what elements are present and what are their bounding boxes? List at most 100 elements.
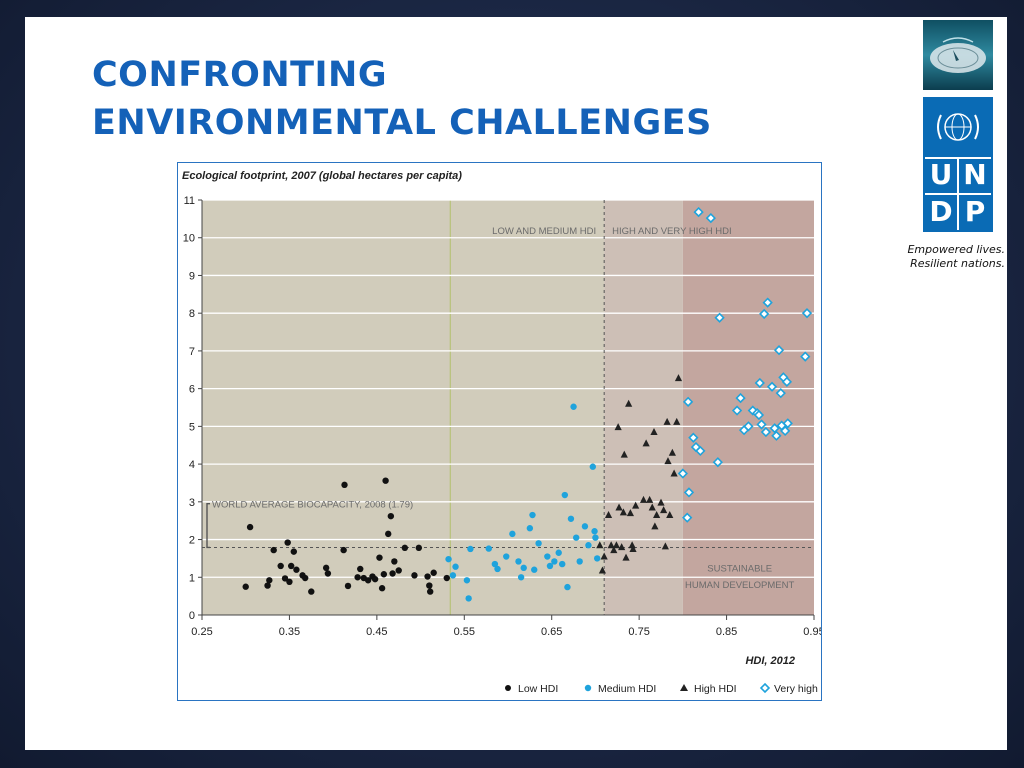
data-point-very-high-hdi	[781, 376, 793, 387]
data-point-high-hdi	[614, 423, 622, 431]
data-point-very-high-hdi	[731, 405, 743, 416]
data-point-medium-hdi	[551, 558, 558, 565]
data-point-high-hdi	[615, 503, 623, 511]
data-point-medium-hdi	[515, 558, 522, 565]
data-point-high-hdi	[607, 541, 615, 549]
data-point-medium-hdi	[529, 511, 536, 519]
data-point-low-hdi	[443, 574, 450, 582]
data-point-low-hdi	[308, 588, 315, 595]
data-point-very-high-hdi	[705, 212, 716, 224]
data-point-medium-hdi	[559, 560, 566, 568]
y-axis-title: Ecological footprint, 2007 (global hecta…	[182, 170, 462, 182]
legend-marker-medium-hdi	[584, 684, 592, 692]
data-point-low-hdi	[293, 566, 300, 573]
data-point-very-high-hdi	[683, 487, 695, 498]
zone-band	[450, 200, 605, 615]
data-point-low-hdi	[426, 588, 434, 595]
data-point-high-hdi	[670, 469, 678, 477]
data-point-high-hdi	[619, 508, 628, 516]
data-point-very-high-hdi	[688, 432, 699, 443]
y-tick-label: 3	[189, 497, 195, 509]
data-point-very-high-hdi	[762, 297, 773, 308]
data-point-medium-hdi	[581, 523, 589, 530]
data-point-very-high-hdi	[773, 345, 785, 356]
un-emblem-icon	[937, 113, 979, 141]
legend-marker-high-hdi	[680, 684, 688, 691]
y-tick-label: 7	[189, 346, 195, 358]
data-point-low-hdi	[322, 564, 330, 572]
data-point-very-high-hdi	[712, 457, 723, 468]
y-tick-label: 5	[189, 421, 195, 433]
data-point-high-hdi	[650, 428, 658, 436]
logo-grid-lines	[925, 157, 991, 230]
legend: Low HDI Medium HDI High HDI Very high HD…	[505, 682, 821, 695]
y-tick-label: 2	[189, 535, 195, 547]
data-point-medium-hdi	[561, 491, 569, 499]
data-point-medium-hdi	[467, 545, 474, 553]
annotations-layer: Ecological footprint, 2007 (global hecta…	[182, 170, 795, 667]
data-point-medium-hdi	[591, 528, 598, 535]
data-point-low-hdi	[371, 575, 379, 583]
data-point-high-hdi	[664, 457, 672, 465]
data-point-high-hdi	[653, 511, 661, 519]
data-point-low-hdi	[424, 573, 431, 580]
data-point-low-hdi	[395, 567, 402, 574]
data-point-very-high-hdi	[756, 419, 767, 430]
data-point-medium-hdi	[593, 555, 601, 562]
data-point-high-hdi	[612, 541, 621, 549]
tagline-line1: Empowered lives.	[907, 243, 1005, 256]
data-point-very-high-hdi	[682, 512, 693, 523]
data-point-high-hdi	[610, 546, 618, 554]
data-point-medium-hdi	[570, 403, 577, 410]
data-point-low-hdi	[270, 546, 277, 554]
points-layer	[242, 206, 813, 602]
data-point-high-hdi	[642, 439, 650, 447]
y-tick-label: 9	[189, 270, 195, 282]
data-point-low-hdi	[246, 523, 254, 531]
slide-title-line2: ENVIRONMENTAL CHALLENGES	[92, 103, 712, 143]
zone-band	[682, 200, 814, 615]
slide-title-line1: CONFRONTING	[92, 55, 388, 95]
data-point-high-hdi	[629, 544, 637, 552]
data-point-medium-hdi	[589, 463, 597, 470]
legend-label-low-hdi: Low HDI	[518, 683, 558, 695]
data-point-low-hdi	[301, 574, 309, 582]
data-point-very-high-hdi	[771, 430, 782, 441]
data-point-high-hdi	[600, 552, 608, 560]
x-tick-label: 0.75	[628, 626, 649, 638]
data-point-high-hdi	[628, 541, 636, 549]
data-point-very-high-hdi	[769, 423, 780, 434]
data-point-medium-hdi	[544, 553, 551, 560]
data-point-low-hdi	[266, 577, 273, 584]
data-point-high-hdi	[663, 417, 671, 425]
x-tick-label: 0.35	[279, 626, 300, 638]
data-point-medium-hdi	[449, 572, 457, 579]
logo-letter-d: D	[929, 195, 953, 228]
data-point-medium-hdi	[546, 562, 554, 570]
data-point-medium-hdi	[572, 534, 580, 541]
data-point-high-hdi	[626, 509, 634, 517]
data-point-low-hdi	[378, 585, 386, 592]
zone-band	[202, 200, 451, 615]
data-point-low-hdi	[281, 575, 289, 582]
biocapacity-bracket	[206, 503, 210, 549]
data-point-medium-hdi	[567, 515, 575, 522]
data-point-high-hdi	[625, 399, 633, 407]
data-point-very-high-hdi	[714, 312, 725, 323]
sustainable-label-line1: SUSTAINABLE	[707, 564, 772, 575]
data-point-low-hdi	[290, 548, 297, 555]
zone-label-low-medium: LOW AND MEDIUM HDI	[492, 226, 596, 237]
data-point-very-high-hdi	[693, 206, 704, 218]
data-point-low-hdi	[411, 572, 418, 579]
slide-title: CONFRONTING ENVIRONMENTAL CHALLENGES	[92, 51, 712, 147]
data-point-high-hdi	[648, 503, 656, 511]
data-point-very-high-hdi	[775, 388, 786, 399]
data-point-low-hdi	[284, 539, 291, 546]
data-point-high-hdi	[646, 495, 654, 503]
data-point-low-hdi	[391, 558, 398, 565]
data-point-medium-hdi	[503, 553, 510, 560]
data-point-very-high-hdi	[759, 308, 770, 320]
data-point-low-hdi	[324, 570, 332, 577]
data-point-medium-hdi	[520, 564, 527, 572]
data-point-medium-hdi	[452, 563, 459, 570]
